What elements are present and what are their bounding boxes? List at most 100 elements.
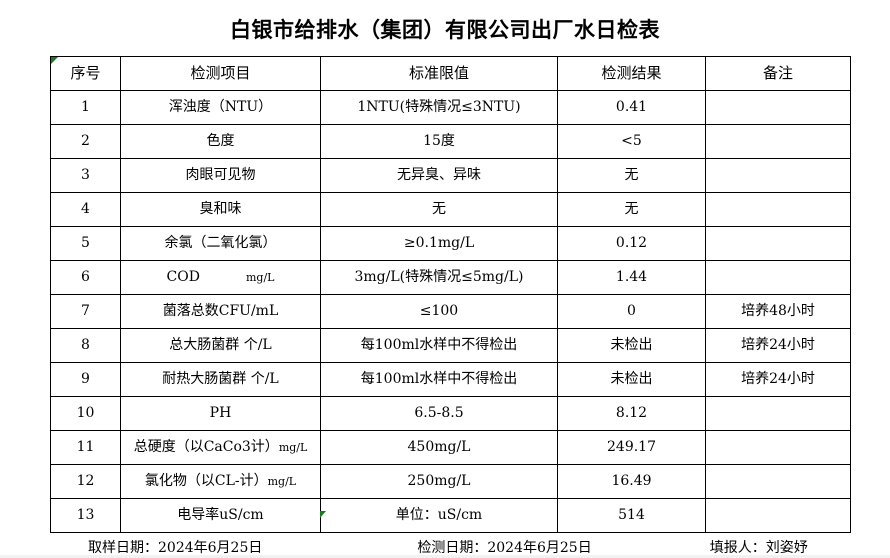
- cell-test-item: 总硬度（以CaCo3计）mg/L: [120, 430, 321, 465]
- cell-remark: [705, 430, 851, 465]
- cell-sequence-number: 13: [50, 498, 121, 533]
- cell-remark: [705, 158, 851, 193]
- table-row: 13 电导率uS/cm 单位：uS/cm 514: [50, 498, 851, 533]
- cell-standard-limit: 1NTU(特殊情况≤3NTU): [320, 90, 558, 125]
- cell-sequence-number: 8: [50, 328, 121, 363]
- table-row: 4 臭和味 无无: [50, 192, 851, 227]
- cell-test-result: <5: [557, 124, 706, 159]
- cell-sequence-number: 10: [50, 396, 121, 431]
- column-header-2: 标准限值: [320, 56, 558, 91]
- cell-standard-limit: 每100ml水样中不得检出: [320, 362, 558, 397]
- cell-test-item: 色度: [120, 124, 321, 159]
- column-header-1: 检测项目: [120, 56, 321, 91]
- table-row: 8 总大肠菌群 个/L 每100ml水样中不得检出 未检出 培养24小时: [50, 328, 851, 363]
- cell-standard-limit: ≥0.1mg/L: [320, 226, 558, 261]
- cell-remark: [705, 90, 851, 125]
- test-item-name: 电导率uS/cm: [177, 507, 264, 523]
- cell-test-item: PH: [120, 396, 321, 431]
- table-row: 9 耐热大肠菌群 个/L 每100ml水样中不得检出 未检出 培养24小时: [50, 362, 851, 397]
- page-title: 白银市给排水（集团）有限公司出厂水日检表: [230, 17, 660, 42]
- test-item-name: 耐热大肠菌群 个/L: [162, 371, 279, 387]
- test-item-name: 浑浊度（NTU）: [168, 99, 273, 115]
- cell-test-result: 514: [557, 498, 706, 533]
- test-item-name: 肉眼可见物: [185, 167, 256, 183]
- test-item-name: COD: [166, 269, 200, 285]
- cell-remark: 培养24小时: [705, 362, 851, 397]
- cell-remark: [705, 192, 851, 227]
- cell-sequence-number: 2: [50, 124, 121, 159]
- filled-by-label: 填报人：刘姿妤: [709, 540, 808, 556]
- cell-sequence-number: 9: [50, 362, 121, 397]
- test-item-unit: mg/L: [245, 271, 275, 284]
- water-quality-table: 序号 检测项目 标准限值 检测结果 备注 1 浑浊度（NTU） 1NTU(特殊情况≤3NTU)…: [50, 56, 851, 533]
- cell-test-item: COD mg/L: [120, 260, 321, 295]
- test-item-name: 总硬度（以CaCo3计）: [133, 439, 279, 455]
- cell-test-result: 未检出: [557, 362, 706, 397]
- table-row: 10 PH 6.5-8.5 8.12: [50, 396, 851, 431]
- cell-test-result: 无: [557, 192, 706, 227]
- cell-test-result: 0: [557, 294, 706, 329]
- table-row: 7 菌落总数CFU/mL ≤100 0 培养48小时: [50, 294, 851, 329]
- table-row: 2 色度 15度 <5: [50, 124, 851, 159]
- cell-standard-limit: 每100ml水样中不得检出: [320, 328, 558, 363]
- cell-sequence-number: 1: [50, 90, 121, 125]
- column-header-4: 备注: [705, 56, 851, 91]
- cell-remark: [705, 226, 851, 261]
- window-bottom-edge: [0, 555, 890, 558]
- table-header-row: 序号 检测项目 标准限值 检测结果 备注: [50, 56, 851, 91]
- table-row: 12 氯化物（以CL-计）mg/L 250mg/L 16.49: [50, 464, 851, 499]
- cell-test-result: 0.41: [557, 90, 706, 125]
- testing-date-label: 检测日期：2024年6月25日: [417, 540, 592, 556]
- cell-remark: [705, 464, 851, 499]
- cell-standard-limit: 450mg/L: [320, 430, 558, 465]
- test-item-name: 氯化物（以CL-计）: [144, 473, 268, 489]
- cell-sequence-number: 5: [50, 226, 121, 261]
- cell-standard-limit: 15度: [320, 124, 558, 159]
- table-row: 5 余氯（二氧化氯） ≥0.1mg/L 0.12: [50, 226, 851, 261]
- cell-standard-limit: 6.5-8.5: [320, 396, 558, 431]
- cell-test-result: 1.44: [557, 260, 706, 295]
- cell-standard-limit: 无异臭、异味: [320, 158, 558, 193]
- cell-test-item: 电导率uS/cm: [120, 498, 321, 533]
- test-item-name: 总大肠菌群 个/L: [169, 337, 272, 353]
- test-item-name: 色度: [206, 133, 235, 149]
- cell-remark: [705, 396, 851, 431]
- test-item-name: 余氯（二氧化氯）: [164, 235, 277, 251]
- cell-test-item: 菌落总数CFU/mL: [120, 294, 321, 329]
- table-row: 3 肉眼可见物 无异臭、异味无: [50, 158, 851, 193]
- test-item-name: 臭和味: [199, 201, 242, 217]
- cell-test-item: 浑浊度（NTU）: [120, 90, 321, 125]
- cell-remark: 培养24小时: [705, 328, 851, 363]
- cell-test-item: 臭和味: [120, 192, 321, 227]
- table-row: 6 COD mg/L 3mg/L(特殊情况≤5mg/L) 1.44: [50, 260, 851, 295]
- cell-remark: [705, 124, 851, 159]
- cell-sequence-number: 3: [50, 158, 121, 193]
- column-header-0: 序号: [50, 56, 121, 91]
- cell-remark: [705, 260, 851, 295]
- cell-sequence-number: 12: [50, 464, 121, 499]
- sampling-date-label: 取样日期：2024年6月25日: [88, 540, 263, 556]
- cell-standard-limit: 3mg/L(特殊情况≤5mg/L): [320, 260, 558, 295]
- cell-sequence-number: 11: [50, 430, 121, 465]
- cell-remark: [705, 498, 851, 533]
- footer-row: 取样日期：2024年6月25日 检测日期：2024年6月25日 填报人：刘姿妤: [50, 533, 850, 557]
- cell-test-result: 16.49: [557, 464, 706, 499]
- table-row: 11 总硬度（以CaCo3计）mg/L 450mg/L 249.17: [50, 430, 851, 465]
- cell-test-item: 氯化物（以CL-计）mg/L: [120, 464, 321, 499]
- cell-sequence-number: 7: [50, 294, 121, 329]
- cell-test-item: 耐热大肠菌群 个/L: [120, 362, 321, 397]
- cell-standard-limit: 无: [320, 192, 558, 227]
- cell-sequence-number: 6: [50, 260, 121, 295]
- cell-test-result: 0.12: [557, 226, 706, 261]
- test-item-name: PH: [209, 405, 232, 421]
- test-item-unit: mg/L: [278, 441, 308, 454]
- test-item-unit: mg/L: [267, 475, 297, 488]
- cell-test-item: 余氯（二氧化氯）: [120, 226, 321, 261]
- cell-remark: 培养48小时: [705, 294, 851, 329]
- cell-sequence-number: 4: [50, 192, 121, 227]
- test-item-name: 菌落总数CFU/mL: [162, 303, 279, 319]
- cell-test-result: 249.17: [557, 430, 706, 465]
- cell-test-result: 未检出: [557, 328, 706, 363]
- cell-test-item: 总大肠菌群 个/L: [120, 328, 321, 363]
- cell-test-result: 8.12: [557, 396, 706, 431]
